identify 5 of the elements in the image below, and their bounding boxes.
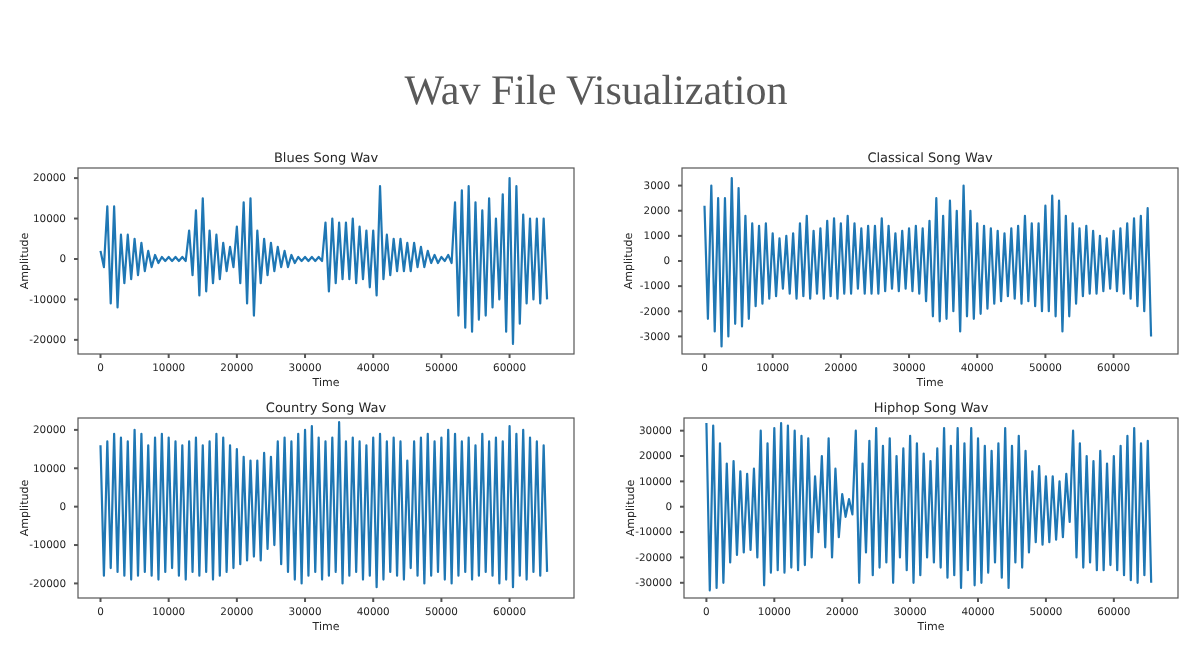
line-series (99, 421, 549, 589)
text: Wav File Visualization (404, 66, 789, 114)
line-series (703, 176, 1153, 348)
line-series (705, 421, 1153, 592)
line-series (99, 177, 549, 345)
